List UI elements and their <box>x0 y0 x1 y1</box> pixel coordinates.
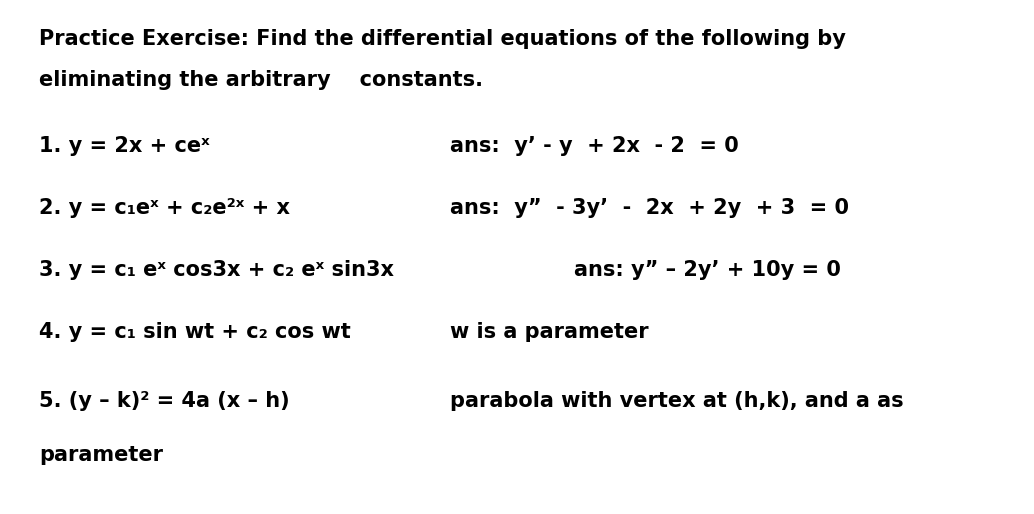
Text: 4. y = c₁ sin wt + c₂ cos wt: 4. y = c₁ sin wt + c₂ cos wt <box>39 322 351 341</box>
Text: ans:  y’ - y  + 2x  - 2  = 0: ans: y’ - y + 2x - 2 = 0 <box>450 137 738 156</box>
Text: 1. y = 2x + ceˣ: 1. y = 2x + ceˣ <box>39 137 210 156</box>
Text: ans: y” – 2y’ + 10y = 0: ans: y” – 2y’ + 10y = 0 <box>574 260 841 280</box>
Text: ans:  y”  - 3y’  -  2x  + 2y  + 3  = 0: ans: y” - 3y’ - 2x + 2y + 3 = 0 <box>450 198 849 218</box>
Text: 5. (y – k)² = 4a (x – h): 5. (y – k)² = 4a (x – h) <box>39 391 290 411</box>
Text: parabola with vertex at (h,k), and a as: parabola with vertex at (h,k), and a as <box>450 391 904 411</box>
Text: eliminating the arbitrary    constants.: eliminating the arbitrary constants. <box>39 70 483 89</box>
Text: w is a parameter: w is a parameter <box>450 322 648 341</box>
Text: 3. y = c₁ eˣ cos3x + c₂ eˣ sin3x: 3. y = c₁ eˣ cos3x + c₂ eˣ sin3x <box>39 260 394 280</box>
Text: 2. y = c₁eˣ + c₂e²ˣ + x: 2. y = c₁eˣ + c₂e²ˣ + x <box>39 198 291 218</box>
Text: parameter: parameter <box>39 445 163 465</box>
Text: Practice Exercise: Find the differential equations of the following by: Practice Exercise: Find the differential… <box>39 29 846 48</box>
